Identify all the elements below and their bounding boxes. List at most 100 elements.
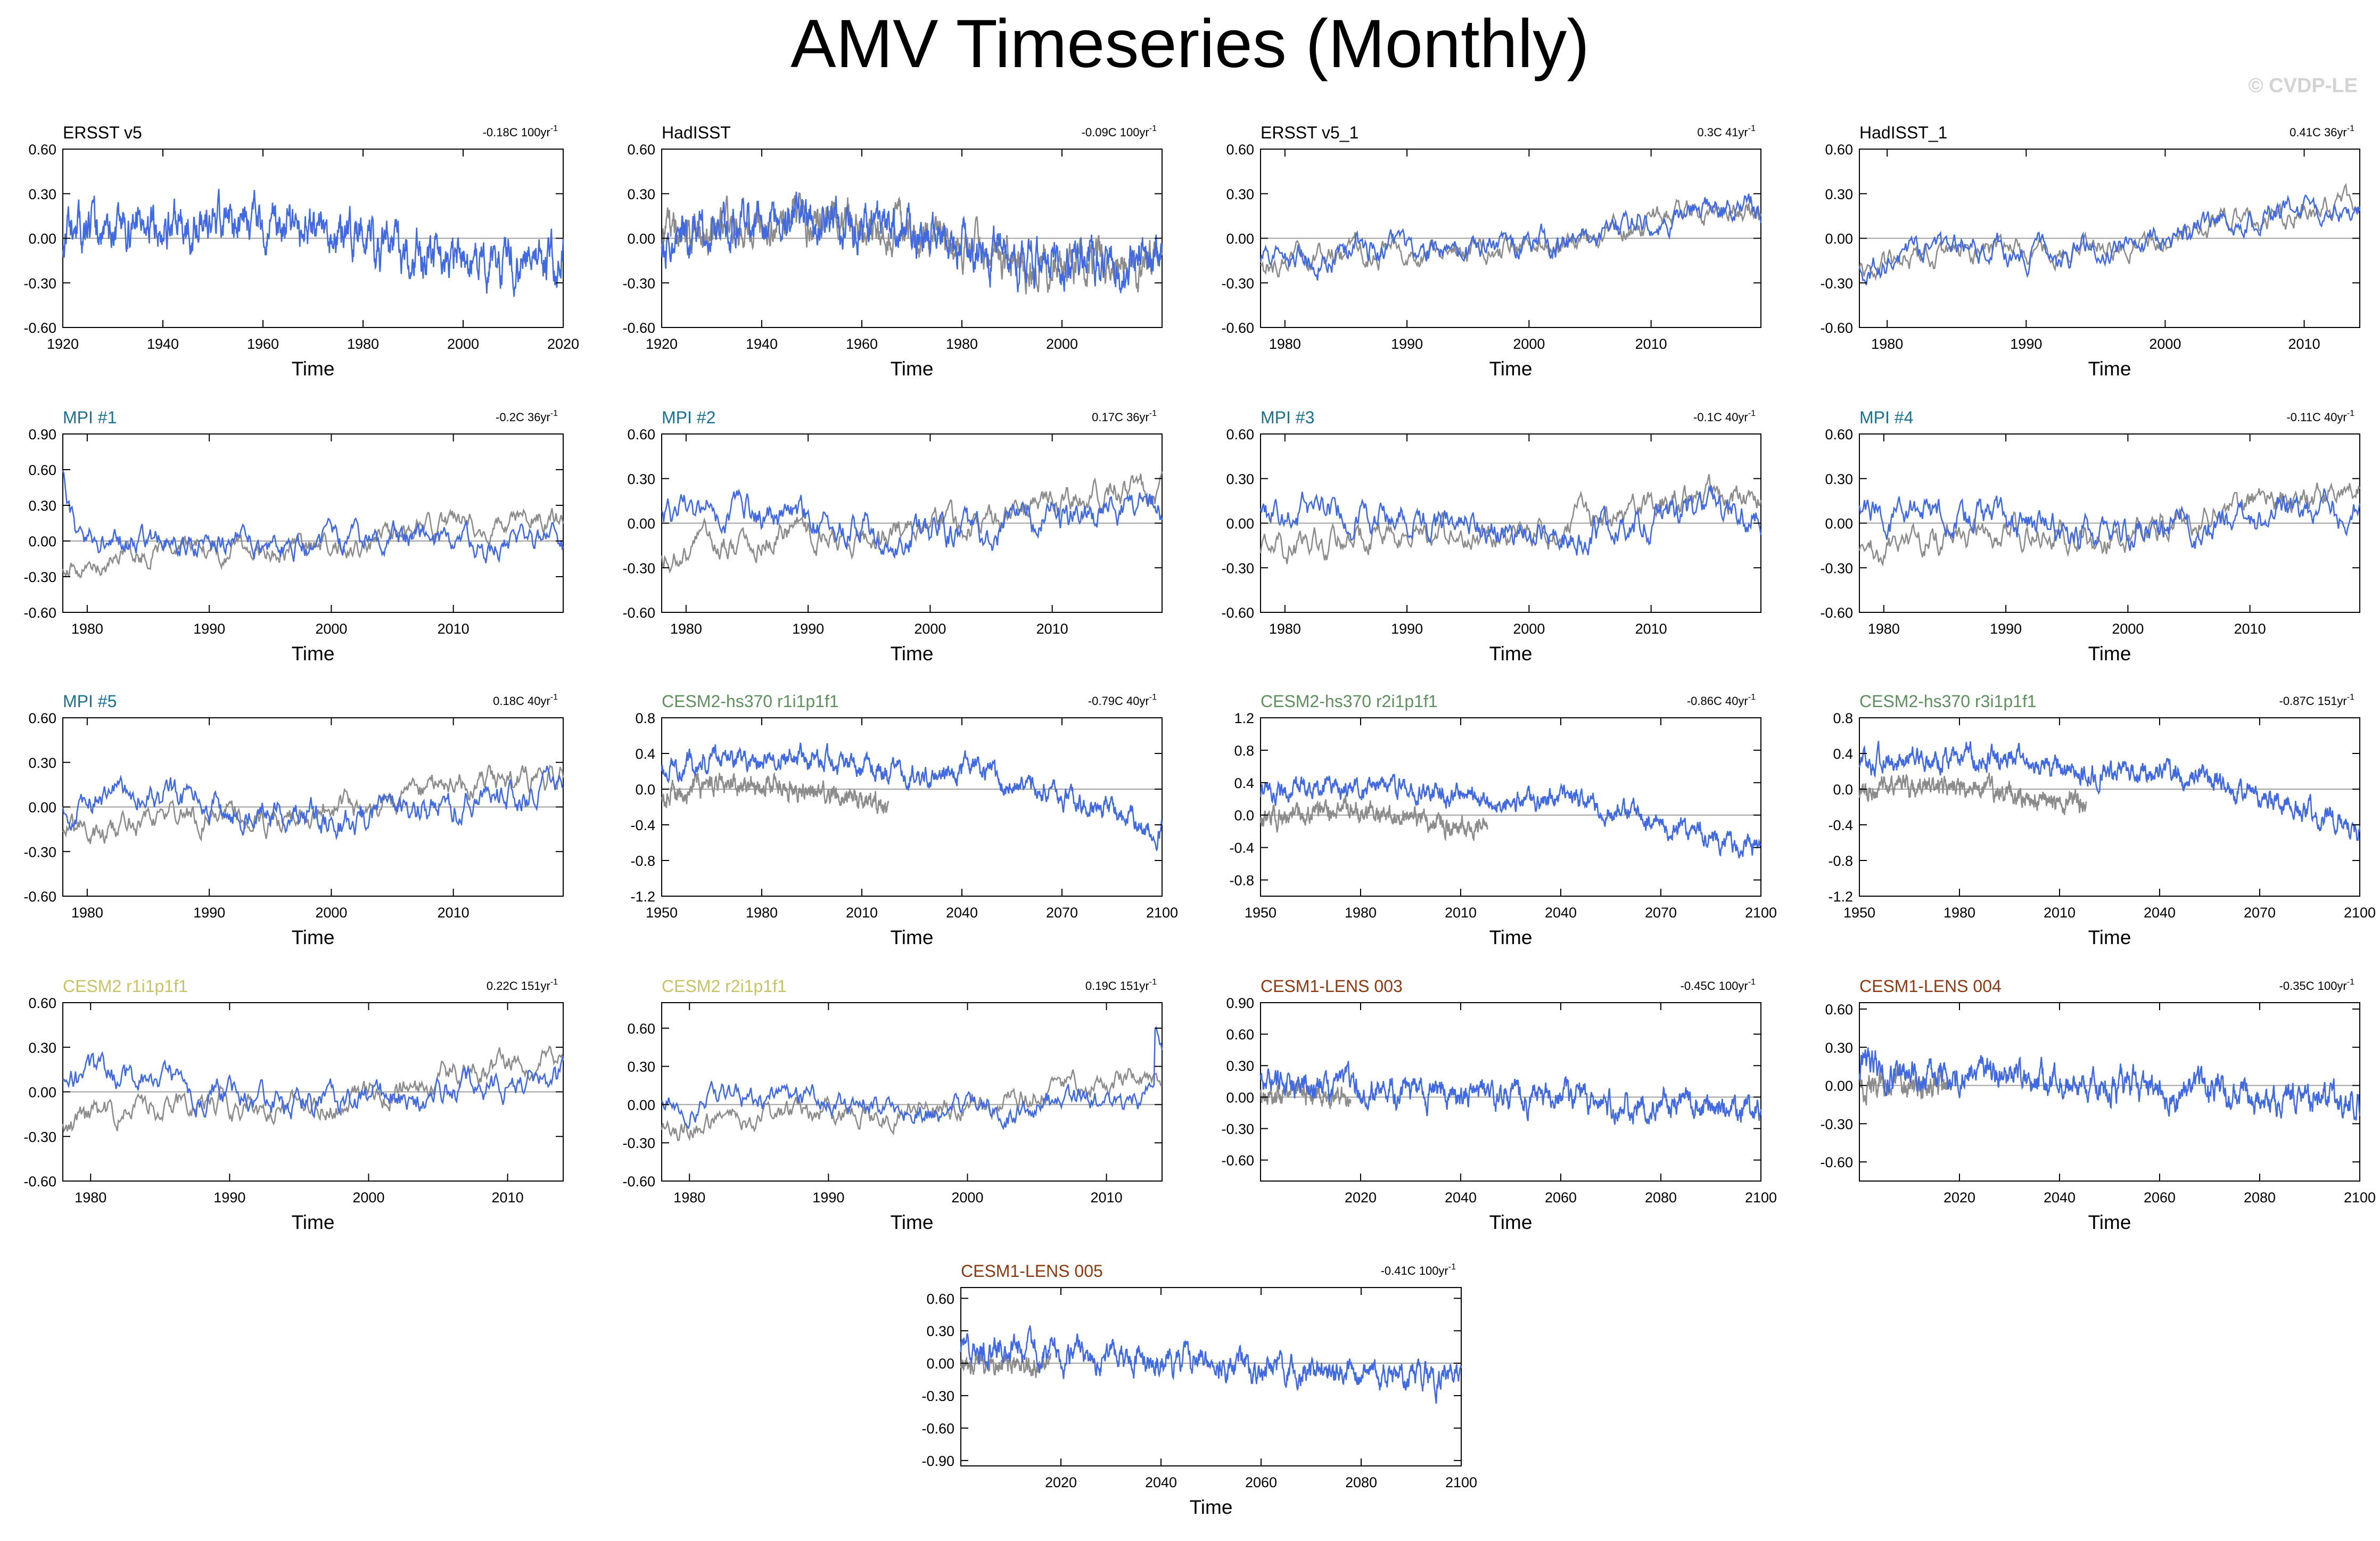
y-tick-label: 0.60 xyxy=(1825,1002,1853,1018)
y-tick-label: 0.30 xyxy=(1226,1058,1254,1074)
x-tick-label: 1980 xyxy=(1943,905,1975,921)
y-tick-label: 0.4 xyxy=(635,746,655,762)
y-tick-label: 0.60 xyxy=(926,1291,954,1307)
x-tick-label: 1990 xyxy=(193,905,225,921)
chart-panel: 0.90 0.60 0.30 0.00 -0.30 -0.60 2020 2040 2060 20… xyxy=(1221,977,1777,1233)
trend-label: -0.18C 100yr-1 xyxy=(483,124,558,139)
x-tick-label: 2070 xyxy=(1645,905,1677,921)
x-tick-label: 2060 xyxy=(2144,1190,2176,1206)
x-tick-label: 1980 xyxy=(673,1190,705,1206)
x-tick-label: 1950 xyxy=(1843,905,1875,921)
x-axis-label: Time xyxy=(2088,358,2131,380)
x-tick-label: 1980 xyxy=(71,905,103,921)
watermark: © CVDP-LE xyxy=(2248,75,2358,97)
y-tick-label: 0.60 xyxy=(1226,1027,1254,1043)
series-line xyxy=(1858,194,2361,285)
series-line xyxy=(960,1325,1462,1404)
series-line xyxy=(62,1051,564,1119)
chart-panel: 0.60 0.30 0.00 -0.30 -0.60 1980 1990 2000 2010 Ti… xyxy=(622,977,1163,1233)
x-tick-label: 2060 xyxy=(1245,1474,1277,1490)
y-tick-label: 0.00 xyxy=(1226,231,1254,247)
y-tick-label: 0.30 xyxy=(627,186,655,202)
y-tick-label: 0.00 xyxy=(28,534,56,550)
series-line xyxy=(661,772,890,814)
y-tick-label: 0.00 xyxy=(1226,1089,1254,1105)
trend-exponent: -1 xyxy=(2347,124,2354,133)
series-line xyxy=(1259,485,1762,556)
x-tick-label: 1960 xyxy=(247,336,279,352)
x-tick-label: 2040 xyxy=(946,905,978,921)
chart-panel: 0.60 0.30 0.00 -0.30 -0.60 1980 1990 2000 2010 Ti… xyxy=(23,977,564,1233)
plot-frame xyxy=(661,717,1163,897)
x-tick-label: 1980 xyxy=(347,336,379,352)
x-tick-label: 2010 xyxy=(1635,336,1667,352)
y-tick-label: -0.8 xyxy=(630,853,655,869)
series-line xyxy=(1259,1061,1762,1125)
series-line xyxy=(1858,183,2361,281)
series-line xyxy=(1259,795,1488,842)
series-line xyxy=(661,742,1163,852)
y-tick-label: -0.30 xyxy=(1221,275,1254,291)
panel-title: CESM2 r2i1p1f1 xyxy=(662,977,787,996)
x-tick-label: 2010 xyxy=(2044,905,2076,921)
y-tick-label: 0.60 xyxy=(627,427,655,442)
y-tick-label: 0.00 xyxy=(627,1097,655,1113)
trend-label: -0.2C 36yr-1 xyxy=(496,409,558,424)
x-axis-label: Time xyxy=(2088,643,2131,665)
trend-label: 0.3C 41yr-1 xyxy=(1697,124,1756,139)
x-tick-label: 2100 xyxy=(2344,905,2376,921)
x-tick-label: 1980 xyxy=(1269,621,1301,637)
y-tick-label: 0.00 xyxy=(926,1356,954,1372)
panel-title: HadISST_1 xyxy=(1859,123,1947,142)
x-axis-label: Time xyxy=(2088,927,2131,948)
panel-title: CESM1-LENS 005 xyxy=(961,1261,1103,1281)
y-tick-label: 0.8 xyxy=(1833,710,1853,726)
x-tick-label: 1940 xyxy=(147,336,179,352)
trend-exponent: -1 xyxy=(1748,978,1756,987)
y-tick-label: -0.30 xyxy=(23,1129,56,1145)
x-tick-label: 1990 xyxy=(1391,336,1423,352)
x-tick-label: 2040 xyxy=(2044,1190,2076,1206)
x-tick-label: 1980 xyxy=(1269,336,1301,352)
trend-label: -0.79C 40yr-1 xyxy=(1088,693,1157,708)
trend-label: -0.87C 151yr-1 xyxy=(2279,693,2355,708)
y-tick-label: 0.00 xyxy=(1226,516,1254,532)
x-axis-label: Time xyxy=(1489,358,1533,380)
x-tick-label: 2000 xyxy=(1513,336,1545,352)
y-tick-label: -0.30 xyxy=(1221,560,1254,576)
x-tick-label: 1980 xyxy=(1345,905,1377,921)
x-tick-label: 1980 xyxy=(946,336,978,352)
x-tick-label: 1990 xyxy=(193,621,225,637)
y-tick-label: 0.0 xyxy=(635,782,655,798)
chart-panel: 0.60 0.30 0.00 -0.30 -0.60 1980 1990 2000 2010 Ti… xyxy=(23,692,564,948)
y-tick-label: 0.90 xyxy=(1226,995,1254,1011)
trend-exponent: -1 xyxy=(1748,124,1756,133)
trend-exponent: -1 xyxy=(550,978,558,987)
y-tick-label: -0.60 xyxy=(622,1174,655,1190)
y-tick-label: 0.00 xyxy=(28,1085,56,1101)
trend-exponent: -1 xyxy=(2347,693,2354,702)
trend-exponent: -1 xyxy=(1149,409,1157,418)
x-tick-label: 2020 xyxy=(1943,1190,1975,1206)
y-tick-label: 0.8 xyxy=(635,710,655,726)
x-tick-label: 1920 xyxy=(646,336,678,352)
x-tick-label: 2020 xyxy=(1045,1474,1077,1490)
y-tick-label: -1.2 xyxy=(1828,889,1853,905)
panel-title: MPI #5 xyxy=(63,692,117,711)
trend-exponent: -1 xyxy=(1149,693,1157,702)
x-tick-label: 1980 xyxy=(670,621,702,637)
x-tick-label: 2040 xyxy=(1445,1190,1477,1206)
x-tick-label: 2000 xyxy=(1046,336,1078,352)
y-tick-label: 0.30 xyxy=(1825,1040,1853,1056)
x-tick-label: 2000 xyxy=(2112,621,2144,637)
series-line xyxy=(661,488,1163,559)
x-tick-label: 2070 xyxy=(1046,905,1078,921)
y-tick-label: -0.30 xyxy=(23,844,56,860)
panel-title: MPI #3 xyxy=(1261,408,1314,427)
y-tick-label: -0.30 xyxy=(1221,1121,1254,1137)
series-line xyxy=(1259,474,1762,564)
y-tick-label: -0.60 xyxy=(23,605,56,621)
x-tick-label: 2010 xyxy=(438,621,470,637)
trend-exponent: -1 xyxy=(1748,693,1756,702)
